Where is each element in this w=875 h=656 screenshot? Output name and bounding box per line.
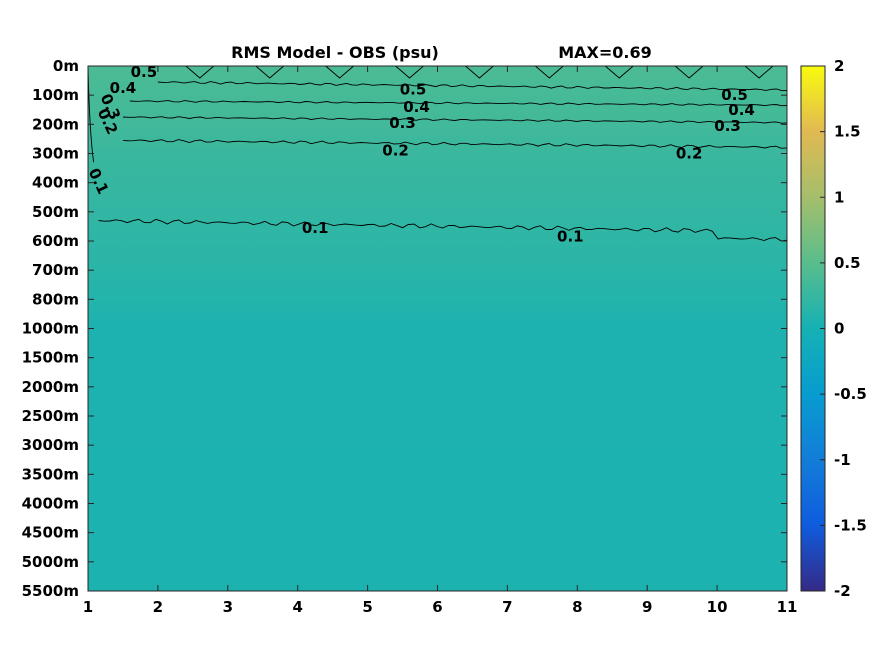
y-tick-label: 500m bbox=[32, 203, 79, 221]
contour-label: 0.3 bbox=[714, 117, 741, 135]
contour-label: 0.4 bbox=[403, 98, 430, 116]
colorbar-tick-label: 1.5 bbox=[834, 123, 861, 141]
contour-label: 0.2 bbox=[676, 145, 703, 163]
x-axis-ticks: 1 2 3 4 5 6 7 8 9 10 11 bbox=[83, 66, 798, 616]
colorbar-tick-label: -0.5 bbox=[834, 385, 867, 403]
contour-line-surface-lobe bbox=[255, 65, 285, 79]
contour-line-0-5 bbox=[157, 81, 788, 92]
contour-line-surface-lobe bbox=[325, 65, 354, 79]
colorbar-tick-label: 1 bbox=[834, 188, 844, 206]
contour-line-0-2 bbox=[122, 139, 788, 149]
x-tick-label: 11 bbox=[777, 598, 798, 616]
y-tick-label: 800m bbox=[32, 290, 79, 308]
colorbar-tick-label: -1 bbox=[834, 451, 851, 469]
y-tick-label: 600m bbox=[32, 232, 79, 250]
contour-line-surface-lobe bbox=[465, 65, 494, 79]
x-tick-label: 1 bbox=[83, 598, 93, 616]
y-tick-label: 1500m bbox=[22, 349, 79, 367]
contour-label: 0.4 bbox=[728, 101, 755, 119]
colorbar-tick-label: -2 bbox=[834, 582, 851, 600]
max-value-label: MAX=0.69 bbox=[558, 43, 652, 62]
x-tick-label: 10 bbox=[707, 598, 728, 616]
y-tick-label: 5500m bbox=[22, 582, 79, 600]
x-tick-label: 9 bbox=[642, 598, 652, 616]
contour-label: 0.5 bbox=[131, 63, 158, 81]
contour-line-surface-lobe bbox=[674, 65, 704, 79]
y-tick-label: 2500m bbox=[22, 407, 79, 425]
y-tick-label: 400m bbox=[32, 174, 79, 192]
colorbar-tick-label: -1.5 bbox=[834, 516, 867, 534]
contour-labels: 0.50.5 0.50.40.4 0.40.30.3 0.30.20.2 0.20.10… bbox=[85, 63, 755, 246]
contour-lines bbox=[87, 65, 788, 242]
x-tick-label: 2 bbox=[153, 598, 163, 616]
y-tick-label: 3000m bbox=[22, 436, 79, 454]
y-tick-label: 100m bbox=[32, 86, 79, 104]
y-tick-label: 4500m bbox=[22, 524, 79, 542]
salinity-rms-field bbox=[88, 66, 787, 591]
colorbar-tick-label: 0.5 bbox=[834, 254, 861, 272]
contour-label: 0.5 bbox=[721, 86, 748, 104]
contour-line-0-1 bbox=[98, 218, 788, 242]
y-tick-label: 4000m bbox=[22, 495, 79, 513]
contour-line-0-3 bbox=[122, 116, 788, 124]
colorbar: 2 1.5 1 0.5 0 -0.5 -1 -1.5 -2 bbox=[800, 57, 867, 600]
x-tick-label: 7 bbox=[502, 598, 512, 616]
x-tick-label: 8 bbox=[572, 598, 582, 616]
y-tick-label: 0m bbox=[53, 57, 79, 75]
plot-area: 0.50.5 0.50.40.4 0.40.30.3 0.30.20.2 0.20.10… bbox=[85, 63, 788, 591]
y-axis-ticks: 0m 100m 200m 300m 400m 500m 600m 700m 800m 1000m 1… bbox=[22, 57, 787, 600]
y-tick-label: 2000m bbox=[22, 378, 79, 396]
contour-label: 0.2 bbox=[382, 142, 409, 160]
colorbar-tick-label: 2 bbox=[834, 57, 844, 75]
contour-label: 0.1 bbox=[557, 228, 584, 246]
contour-line-0-4 bbox=[129, 100, 788, 107]
contour-label: 0.3 bbox=[389, 114, 416, 132]
contour-line-surface-lobe bbox=[535, 65, 564, 79]
y-tick-label: 5000m bbox=[22, 553, 79, 571]
y-tick-label: 3500m bbox=[22, 465, 79, 483]
x-tick-label: 4 bbox=[292, 598, 302, 616]
contour-line-surface-lobe bbox=[185, 65, 215, 79]
contour-label: 0.1 bbox=[302, 219, 329, 237]
y-tick-label: 200m bbox=[32, 115, 79, 133]
x-tick-label: 6 bbox=[432, 598, 442, 616]
colorbar-ticks: 2 1.5 1 0.5 0 -0.5 -1 -1.5 -2 bbox=[800, 57, 867, 600]
contour-label: 0.5 bbox=[400, 80, 427, 98]
contour-line-surface-lobe bbox=[395, 65, 424, 79]
y-tick-label: 1000m bbox=[22, 320, 79, 338]
x-tick-label: 5 bbox=[362, 598, 372, 616]
x-tick-label: 3 bbox=[223, 598, 233, 616]
colorbar-tick-label: 0 bbox=[834, 320, 844, 338]
contour-line-surface-lobe bbox=[604, 65, 634, 79]
y-tick-label: 300m bbox=[32, 145, 79, 163]
y-tick-label: 700m bbox=[32, 261, 79, 279]
contour-label: 0.4 bbox=[110, 79, 137, 97]
chart-title: RMS Model - OBS (psu) bbox=[231, 43, 439, 62]
contour-line-surface-lobe bbox=[744, 65, 774, 79]
